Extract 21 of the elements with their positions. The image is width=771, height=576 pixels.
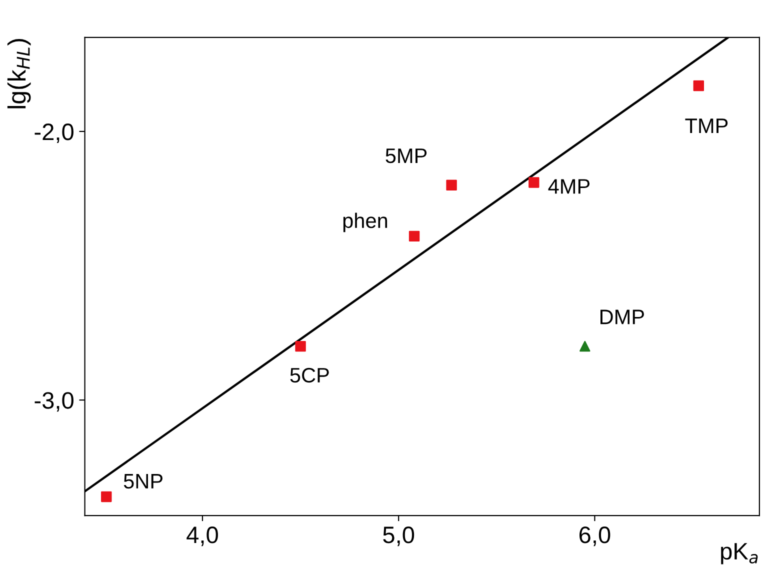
point <box>295 340 306 352</box>
annotation: 5NP <box>124 474 162 489</box>
annotation: DMP <box>600 310 644 324</box>
point <box>101 491 112 502</box>
annotation: phen <box>343 212 388 232</box>
annotation: TMP <box>685 118 728 134</box>
x-axis-title: pK$_{a}$ <box>721 543 758 564</box>
x-tick-label: 6,0 <box>579 526 610 546</box>
x-tick-label: 5,0 <box>383 526 414 546</box>
annotation: 5CP <box>290 368 329 383</box>
point <box>408 230 420 242</box>
point <box>528 177 540 188</box>
point <box>446 180 457 191</box>
point <box>693 80 704 92</box>
point <box>580 340 590 352</box>
x-tick-label: 4,0 <box>186 526 218 546</box>
y-tick-label: -2,0 <box>34 124 74 144</box>
annotation: 5MP <box>386 148 427 164</box>
y-axis-title: lg(k$_{HL}$) <box>7 39 31 108</box>
annotation: 4MP <box>548 179 590 194</box>
y-tick-label: -3,0 <box>34 392 74 412</box>
